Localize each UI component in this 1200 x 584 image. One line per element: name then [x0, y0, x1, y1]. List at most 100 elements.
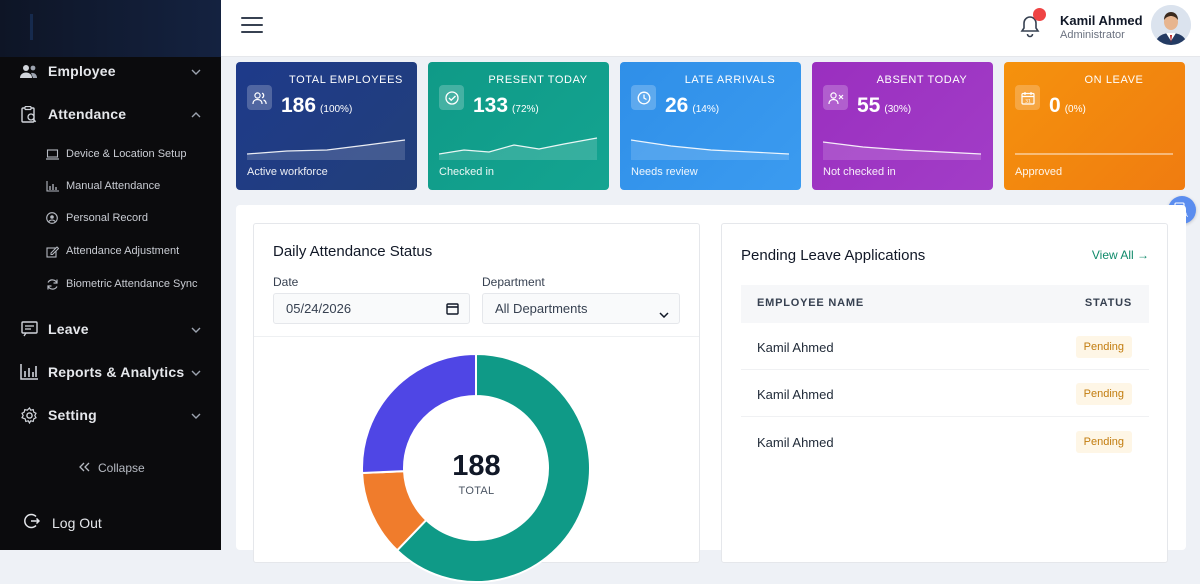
sparkline — [631, 139, 790, 160]
donut-total-label: TOTAL — [458, 485, 495, 497]
date-label: Date — [273, 275, 299, 289]
stat-percent: (72%) — [512, 104, 539, 115]
row-divider — [741, 369, 1149, 370]
sparkline — [247, 139, 406, 160]
table-header — [741, 285, 1149, 323]
panel-title: Pending Leave Applications — [741, 247, 926, 264]
bar-chart-icon — [45, 179, 59, 193]
notification-badge — [1033, 8, 1046, 21]
panel-title: Daily Attendance Status — [273, 243, 433, 260]
sidebar-item-label: Reports & Analytics — [48, 364, 185, 380]
employee-name: Kamil Ahmed — [757, 340, 834, 355]
chevron-down-icon — [191, 62, 201, 80]
stat-value: 0 (0%) — [1049, 94, 1086, 117]
menu-icon[interactable] — [241, 17, 263, 35]
collapse-button[interactable]: Collapse — [78, 461, 145, 475]
laptop-icon — [45, 147, 59, 161]
sidebar-sub-personal-record[interactable]: Personal Record — [0, 210, 221, 226]
stat-value: 55 (30%) — [857, 94, 912, 117]
calendar-icon[interactable] — [446, 302, 459, 318]
users-icon — [247, 85, 272, 110]
sidebar-item-reports[interactable]: Reports & Analytics — [0, 359, 221, 385]
department-label: Department — [482, 275, 545, 289]
chevrons-left-icon — [78, 461, 90, 475]
svg-text:31: 31 — [1025, 98, 1031, 104]
sub-item-label: Personal Record — [66, 212, 148, 224]
sparkline — [823, 141, 982, 160]
sidebar-sub-manual-attendance[interactable]: Manual Attendance — [0, 178, 221, 194]
stat-card-on-leave[interactable]: 31 ON LEAVE 0 (0%) Approved — [1004, 62, 1185, 190]
calendar-icon: 31 — [1015, 85, 1040, 110]
sidebar-item-leave[interactable]: Leave — [0, 316, 221, 342]
users-icon — [20, 62, 38, 80]
sidebar-item-label: Setting — [48, 407, 97, 423]
chevron-down-icon — [191, 363, 201, 381]
employee-name: Kamil Ahmed — [757, 435, 834, 450]
logo[interactable] — [0, 0, 221, 57]
top-bar: Kamil Ahmed Administrator — [221, 0, 1200, 57]
sidebar-sub-attendance-adjustment[interactable]: Attendance Adjustment — [0, 243, 221, 259]
user-name: Kamil Ahmed — [1060, 13, 1143, 28]
stat-footer: Active workforce — [247, 166, 328, 178]
donut-slice-absent — [361, 352, 477, 475]
stat-percent: (0%) — [1064, 104, 1086, 115]
stat-title: ABSENT TODAY — [876, 74, 968, 86]
sub-item-label: Manual Attendance — [66, 180, 161, 192]
stat-title: ON LEAVE — [1084, 74, 1144, 86]
status-badge: Pending — [1075, 383, 1132, 405]
stat-footer: Not checked in — [823, 166, 896, 178]
date-input[interactable]: 05/24/2026 — [273, 293, 470, 324]
stat-card-total-employees[interactable]: TOTAL EMPLOYEES 186 (100%) Active workfor… — [236, 62, 417, 190]
sync-icon — [45, 277, 59, 291]
stat-card-absent-today[interactable]: ABSENT TODAY 55 (30%) Not checked in — [812, 62, 993, 190]
chevron-down-icon — [659, 306, 669, 321]
sidebar-sub-biometric-sync[interactable]: Biometric Attendance Sync — [0, 276, 221, 292]
attendance-icon — [20, 105, 38, 123]
sidebar-item-label: Attendance — [48, 106, 127, 122]
chart-icon — [20, 363, 38, 381]
chevron-up-icon — [191, 105, 201, 123]
stat-footer: Approved — [1015, 166, 1063, 178]
sub-item-label: Device & Location Setup — [66, 148, 187, 160]
stat-percent: (14%) — [692, 104, 720, 115]
department-select[interactable]: All Departments — [482, 293, 680, 324]
clock-icon — [631, 85, 656, 110]
status-badge: Pending — [1075, 431, 1132, 453]
sidebar-item-employee[interactable]: Employee — [0, 58, 221, 84]
gear-icon — [20, 406, 38, 424]
avatar[interactable] — [1151, 5, 1191, 45]
sub-item-label: Attendance Adjustment — [66, 245, 180, 257]
stat-title: PRESENT TODAY — [488, 74, 588, 86]
content-area: Daily Attendance Status Date Department … — [236, 205, 1186, 583]
collapse-label: Collapse — [98, 461, 145, 475]
employee-name: Kamil Ahmed — [757, 387, 834, 402]
stat-percent: (100%) — [320, 104, 353, 115]
sidebar-item-label: Employee — [48, 63, 116, 79]
sidebar-item-setting[interactable]: Setting — [0, 402, 221, 428]
chevron-down-icon — [191, 406, 201, 424]
logout-button[interactable]: Log Out — [24, 513, 102, 532]
stat-title: TOTAL EMPLOYEES — [289, 74, 403, 86]
sidebar-sub-device-location[interactable]: Device & Location Setup — [0, 146, 221, 162]
check-icon — [439, 85, 464, 110]
stat-value: 186 (100%) — [281, 94, 353, 117]
sidebar-item-label: Leave — [48, 321, 89, 337]
stat-title: LATE ARRIVALS — [684, 74, 776, 86]
attendance-donut-chart — [361, 352, 591, 583]
sparkline — [1015, 153, 1173, 155]
edit-icon — [45, 244, 59, 258]
logout-icon — [24, 513, 41, 532]
leave-icon — [20, 320, 38, 338]
logout-label: Log Out — [52, 514, 102, 531]
daily-attendance-panel: Daily Attendance Status Date Department … — [253, 223, 700, 583]
stat-card-present-today[interactable]: PRESENT TODAY 133 (72%) Checked in — [428, 62, 609, 190]
sidebar-item-attendance[interactable]: Attendance — [0, 101, 221, 127]
sparkline — [439, 137, 598, 160]
view-all-link[interactable]: View All → — [1091, 248, 1149, 262]
column-header-employee-name: EMPLOYEE NAME — [757, 297, 864, 309]
stat-card-late-arrivals[interactable]: LATE ARRIVALS 26 (14%) Needs review — [620, 62, 801, 190]
stat-value: 26 (14%) — [665, 94, 720, 117]
user-circle-icon — [45, 211, 59, 225]
stat-percent: (30%) — [884, 104, 912, 115]
stat-value: 133 (72%) — [473, 94, 539, 117]
